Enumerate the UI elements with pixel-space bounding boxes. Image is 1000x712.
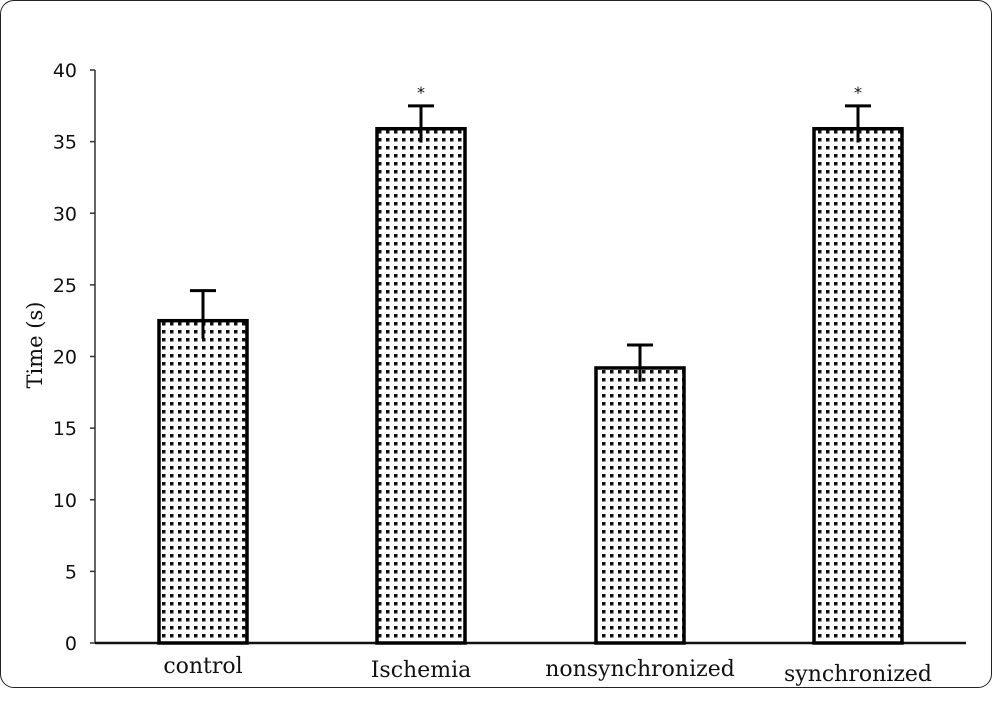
y-tick-label: 40: [53, 60, 77, 82]
y-tick-label: 25: [53, 275, 77, 297]
x-tick-label-nonsynchronized: nonsynchronized: [545, 657, 735, 682]
bar-nonsynchronized: [594, 366, 686, 645]
x-tick-label-synchronized: synchronized: [784, 662, 932, 687]
labels: 0 5 10 15 20 25 30 35 40 control * Ischemia nonsynch…: [53, 60, 932, 687]
y-tick-label: 5: [65, 561, 77, 583]
bar-ischemia: [375, 126, 467, 645]
y-tick-label: 0: [65, 633, 77, 655]
y-tick-label: 35: [53, 132, 77, 154]
bar-synchronized: [812, 126, 904, 645]
y-tick-label: 15: [53, 418, 77, 440]
bar-control: [157, 318, 249, 645]
x-tick-label-ischemia: Ischemia: [371, 658, 472, 683]
bars: [157, 104, 904, 645]
y-tick-label: 10: [53, 490, 77, 512]
y-tick-label: 30: [53, 203, 77, 225]
significance-marker: *: [417, 83, 425, 102]
x-tick-label-control: control: [163, 654, 242, 679]
y-axis-label: Time (s): [23, 302, 47, 389]
y-tick-label: 20: [53, 347, 77, 369]
significance-marker: *: [854, 83, 862, 102]
